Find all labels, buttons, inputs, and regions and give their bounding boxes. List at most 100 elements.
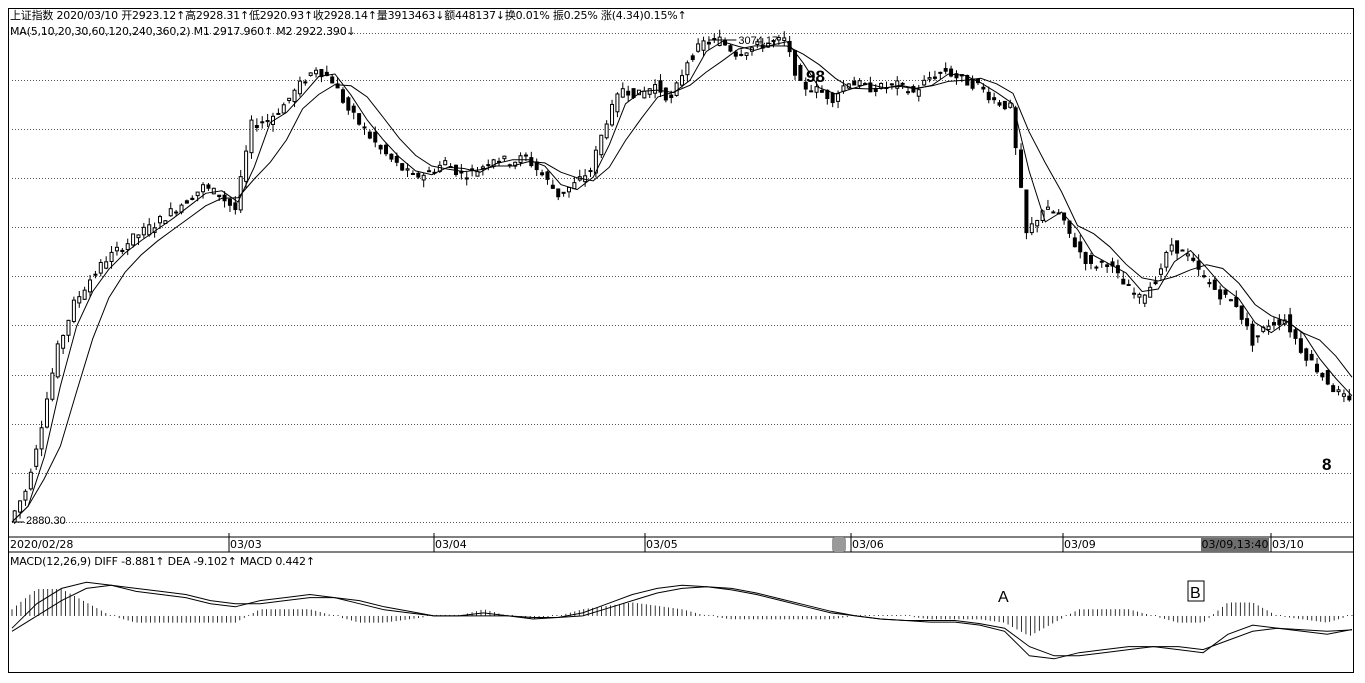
macd-diff-line xyxy=(11,581,1353,660)
candle-body-216 xyxy=(1175,240,1180,254)
scroll-knob[interactable] xyxy=(832,537,846,552)
candle-body-19 xyxy=(114,246,119,252)
candle-body-224 xyxy=(1218,289,1223,300)
candle-body-29 xyxy=(168,208,173,217)
candle-body-241 xyxy=(1309,353,1314,361)
macd-mark-b: B xyxy=(1190,585,1201,602)
x-tick-label-3: 03/05 xyxy=(646,538,678,551)
candle-body-248 xyxy=(1347,395,1352,401)
candle-body-51 xyxy=(287,97,292,101)
candle-body-212 xyxy=(1153,281,1158,285)
candle-body-18 xyxy=(109,251,114,262)
candle-body-240 xyxy=(1304,348,1309,361)
candle-body-189 xyxy=(1029,223,1034,234)
candle-body-68 xyxy=(378,144,383,150)
chart-frame xyxy=(8,8,1354,673)
candle-body-54 xyxy=(303,81,308,84)
candle-body-129 xyxy=(706,41,711,45)
candle-body-219 xyxy=(1191,257,1196,261)
candle-body-233 xyxy=(1266,325,1271,331)
candle-body-187 xyxy=(1019,149,1024,188)
candle-body-110 xyxy=(604,123,609,139)
candle-body-33 xyxy=(190,197,195,201)
candle-body-239 xyxy=(1298,338,1303,353)
candle-body-20 xyxy=(120,249,125,253)
candle-body-242 xyxy=(1315,363,1320,373)
candle-body-136 xyxy=(744,52,749,56)
candle-body-222 xyxy=(1207,282,1212,285)
candle-body-72 xyxy=(400,163,405,171)
candle-body-223 xyxy=(1212,279,1217,290)
candle-body-128 xyxy=(701,40,706,51)
candle-body-122 xyxy=(669,94,674,99)
candle-body-102 xyxy=(561,191,566,194)
candle-body-133 xyxy=(728,45,733,52)
candle-body-108 xyxy=(593,149,598,174)
candle-body-52 xyxy=(292,89,297,103)
candle-body-208 xyxy=(1132,292,1137,295)
candle-body-171 xyxy=(932,76,937,79)
candle-body-66 xyxy=(367,131,372,139)
candle-body-173 xyxy=(943,68,948,72)
candle-body-227 xyxy=(1234,296,1239,308)
candle-body-127 xyxy=(696,43,701,52)
candle-body-38 xyxy=(217,194,222,198)
candle-body-181 xyxy=(986,91,991,101)
candle-body-147 xyxy=(803,81,808,90)
candle-body-56 xyxy=(314,69,319,75)
x-tick-label-5: 03/09 xyxy=(1064,538,1096,551)
candle-body-103 xyxy=(566,186,571,193)
candle-body-45 xyxy=(254,125,259,129)
candle-body-124 xyxy=(680,75,684,86)
candle-body-120 xyxy=(658,80,663,93)
candle-body-100 xyxy=(550,184,555,189)
candle-body-210 xyxy=(1142,294,1147,304)
candle-body-64 xyxy=(357,113,362,125)
x-tick-label-0: 2020/02/28 xyxy=(10,538,74,551)
candle-body-200 xyxy=(1088,255,1093,264)
candle-body-211 xyxy=(1148,286,1153,298)
moving-average-line: MA(5,10,20,30,60,120,240,360,2) M1 2917.… xyxy=(10,25,356,38)
candle-body-69 xyxy=(384,144,389,155)
candle-body-16 xyxy=(98,261,103,274)
candle-body-238 xyxy=(1293,329,1298,339)
candle-body-166 xyxy=(906,91,911,94)
candle-body-88 xyxy=(486,164,491,167)
candle-body-178 xyxy=(970,78,975,89)
candle-body-40 xyxy=(227,198,232,206)
candle-body-101 xyxy=(556,188,561,198)
candle-body-44 xyxy=(249,119,254,154)
candle-body-30 xyxy=(174,211,179,214)
candle-body-234 xyxy=(1271,322,1276,326)
candle-body-53 xyxy=(297,80,302,95)
candle-body-80 xyxy=(443,160,448,166)
candle-body-134 xyxy=(733,51,738,57)
candle-body-172 xyxy=(938,71,943,74)
candle-body-197 xyxy=(1072,237,1077,248)
ma-line-m1 xyxy=(11,40,1353,523)
candle-body-150 xyxy=(819,89,824,93)
candle-body-25 xyxy=(147,224,152,236)
quote-info-line: 上证指数 2020/03/10 开2923.12↑高2928.31↑低2920.… xyxy=(10,9,687,22)
candle-body-11 xyxy=(71,299,76,322)
candle-body-49 xyxy=(276,112,281,115)
candle-body-209 xyxy=(1137,293,1142,298)
candle-body-141 xyxy=(771,40,776,43)
mark-98-label: 98 xyxy=(806,67,825,86)
candle-body-125 xyxy=(685,62,690,76)
candle-body-76 xyxy=(421,174,426,181)
candle-body-168 xyxy=(916,89,921,97)
candle-body-32 xyxy=(184,200,189,204)
candle-body-50 xyxy=(281,104,286,114)
candle-body-202 xyxy=(1099,260,1104,263)
candle-body-193 xyxy=(1051,211,1056,214)
candle-body-157 xyxy=(857,80,862,86)
candle-body-190 xyxy=(1035,220,1040,227)
candle-body-220 xyxy=(1196,260,1201,270)
candle-body-94 xyxy=(518,155,523,163)
candle-body-199 xyxy=(1083,251,1088,265)
candle-body-46 xyxy=(260,121,265,124)
candle-body-185 xyxy=(1008,102,1013,108)
candle-body-243 xyxy=(1320,372,1325,378)
